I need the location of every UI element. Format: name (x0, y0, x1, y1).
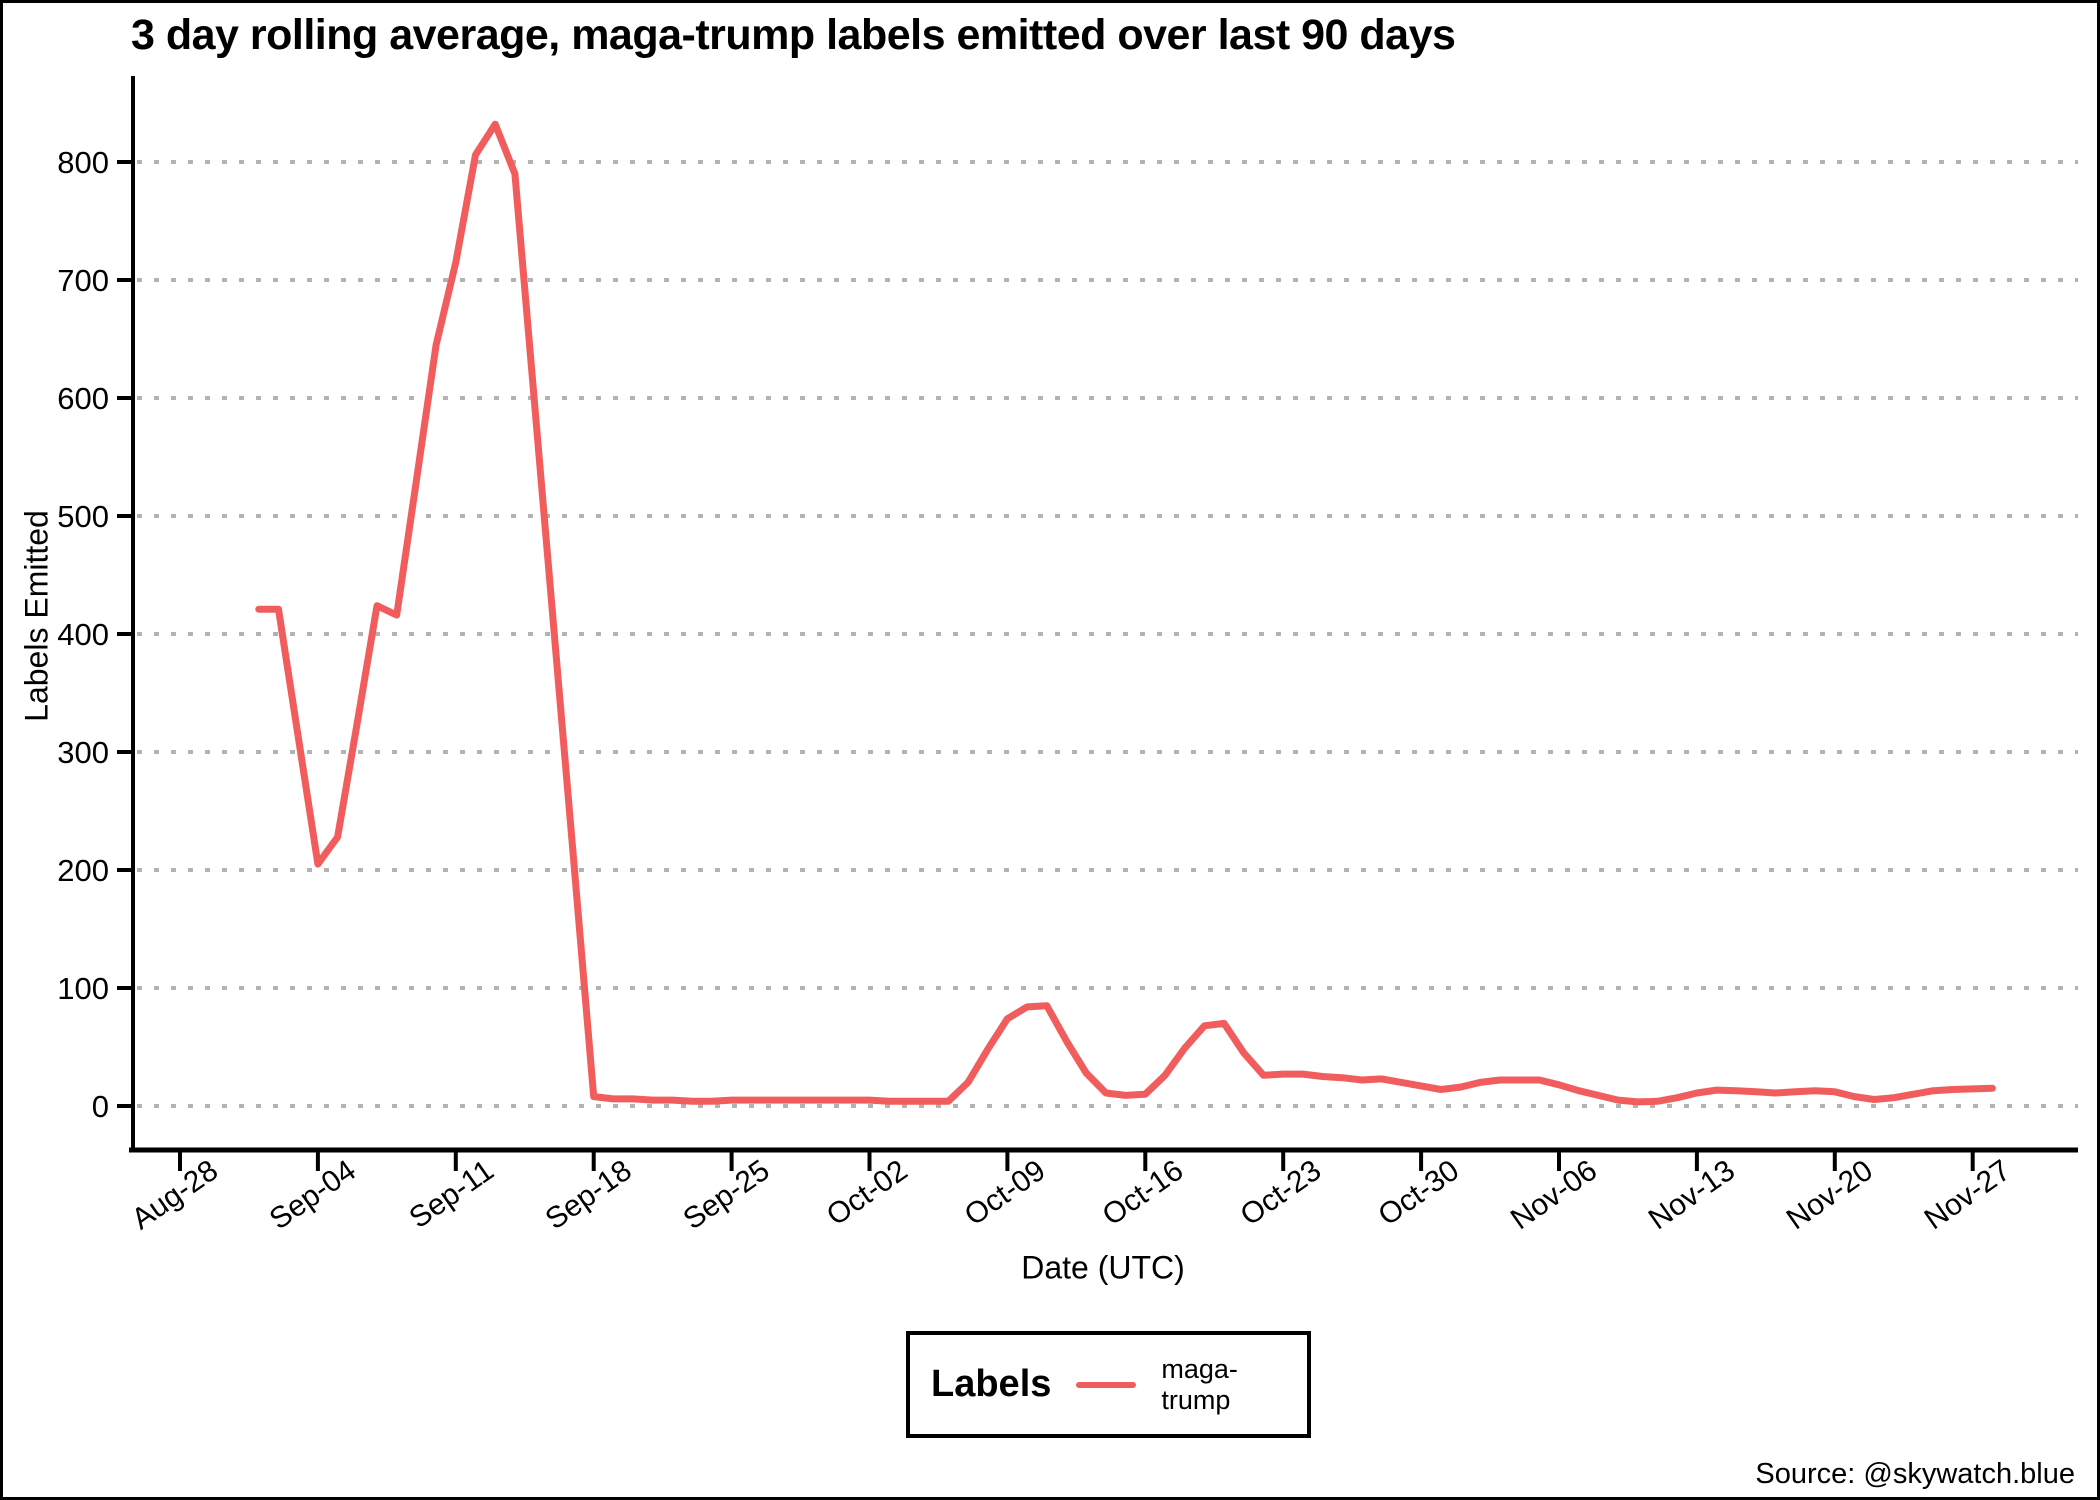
legend-entry-label: maga-trump (1161, 1353, 1238, 1415)
x-tick-label: Oct-09 (959, 1154, 1052, 1233)
chart-svg: 0 100 200 300 400 500 600 700 800 Aug-28 Sep-04 Sep… (57, 76, 2078, 1237)
chart-title: 3 day rolling average, maga-trump labels… (131, 11, 1456, 59)
y-tick-label: 800 (57, 145, 109, 180)
x-tick-label: Aug-28 (126, 1154, 224, 1237)
y-tick-label: 100 (57, 971, 109, 1006)
x-tick-label: Sep-25 (677, 1154, 775, 1237)
y-tick-label: 300 (57, 735, 109, 770)
x-tick-label: Oct-30 (1372, 1154, 1465, 1233)
y-axis-title: Labels Emitted (18, 510, 55, 722)
y-tick-label: 400 (57, 617, 109, 652)
x-tick-label: Oct-23 (1235, 1154, 1328, 1233)
x-tick-label: Sep-11 (403, 1154, 499, 1235)
x-tick-label: Nov-13 (1643, 1154, 1741, 1237)
y-tick-label: 700 (57, 263, 109, 298)
y-tick-label: 0 (92, 1089, 109, 1124)
x-tick-label: Sep-18 (540, 1154, 638, 1237)
legend-title: Labels (931, 1363, 1052, 1405)
x-tick-label: Nov-27 (1919, 1154, 2017, 1237)
x-axis-title: Date (UTC) (1021, 1249, 1185, 1286)
x-tick-label: Oct-16 (1097, 1154, 1190, 1233)
x-tick-label: Nov-20 (1781, 1154, 1879, 1237)
y-tick-label: 200 (57, 853, 109, 888)
source-note: Source: @skywatch.blue (1755, 1458, 2075, 1490)
legend: Labels maga-trump (906, 1331, 1311, 1438)
y-tick-label: 600 (57, 381, 109, 416)
x-tick-label: Sep-04 (264, 1154, 362, 1237)
series-line-maga-trump (255, 120, 1996, 1106)
x-tick-label: Oct-02 (821, 1154, 914, 1233)
legend-line-swatch (1076, 1381, 1137, 1388)
x-tick-label: Nov-06 (1505, 1154, 1603, 1237)
y-tick-label: 500 (57, 499, 109, 534)
